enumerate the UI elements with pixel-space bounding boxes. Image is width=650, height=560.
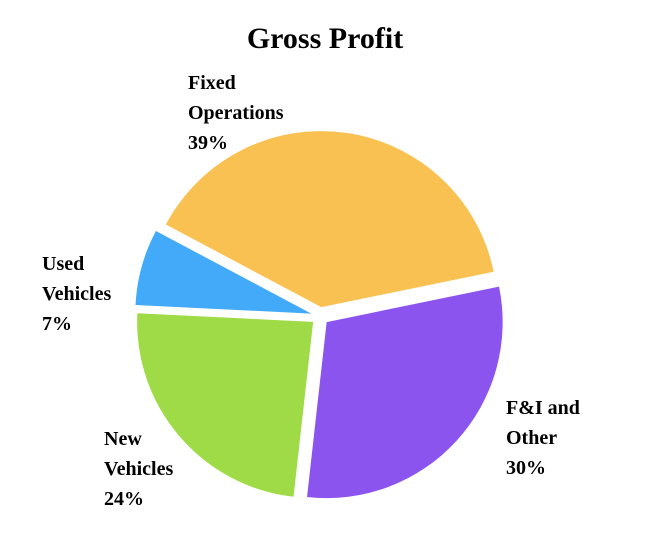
slice-label-line: 24% (104, 488, 144, 510)
pie-slice-f-i-and-other (307, 286, 503, 499)
slice-label-line: Other (506, 427, 557, 449)
chart-title: Gross Profit (246, 22, 404, 55)
slice-label-line: Used (42, 253, 84, 275)
slice-label-line: New (104, 428, 142, 450)
slice-label-line: Fixed (188, 72, 236, 94)
pie-slice-used-vehicles (135, 230, 312, 314)
slice-label-line: 30% (506, 457, 546, 479)
slice-label-line: Vehicles (104, 458, 173, 480)
slice-label-line: 7% (42, 313, 72, 335)
slice-label-used-vehicles: Used Vehicles 7% (42, 253, 111, 335)
slice-label-line: Vehicles (42, 283, 111, 305)
pie-slice-new-vehicles (137, 313, 314, 497)
slice-label-line: 39% (188, 132, 228, 154)
slice-label-f-i-and-other: F&I and Other 30% (506, 397, 580, 479)
slice-label-line: F&I and (506, 397, 580, 419)
slice-label-new-vehicles: New Vehicles 24% (104, 428, 173, 510)
slice-label-fixed-operations: Fixed Operations 39% (188, 72, 284, 154)
slice-label-line: Operations (188, 102, 284, 124)
pie-slice-fixed-operations (165, 131, 494, 308)
